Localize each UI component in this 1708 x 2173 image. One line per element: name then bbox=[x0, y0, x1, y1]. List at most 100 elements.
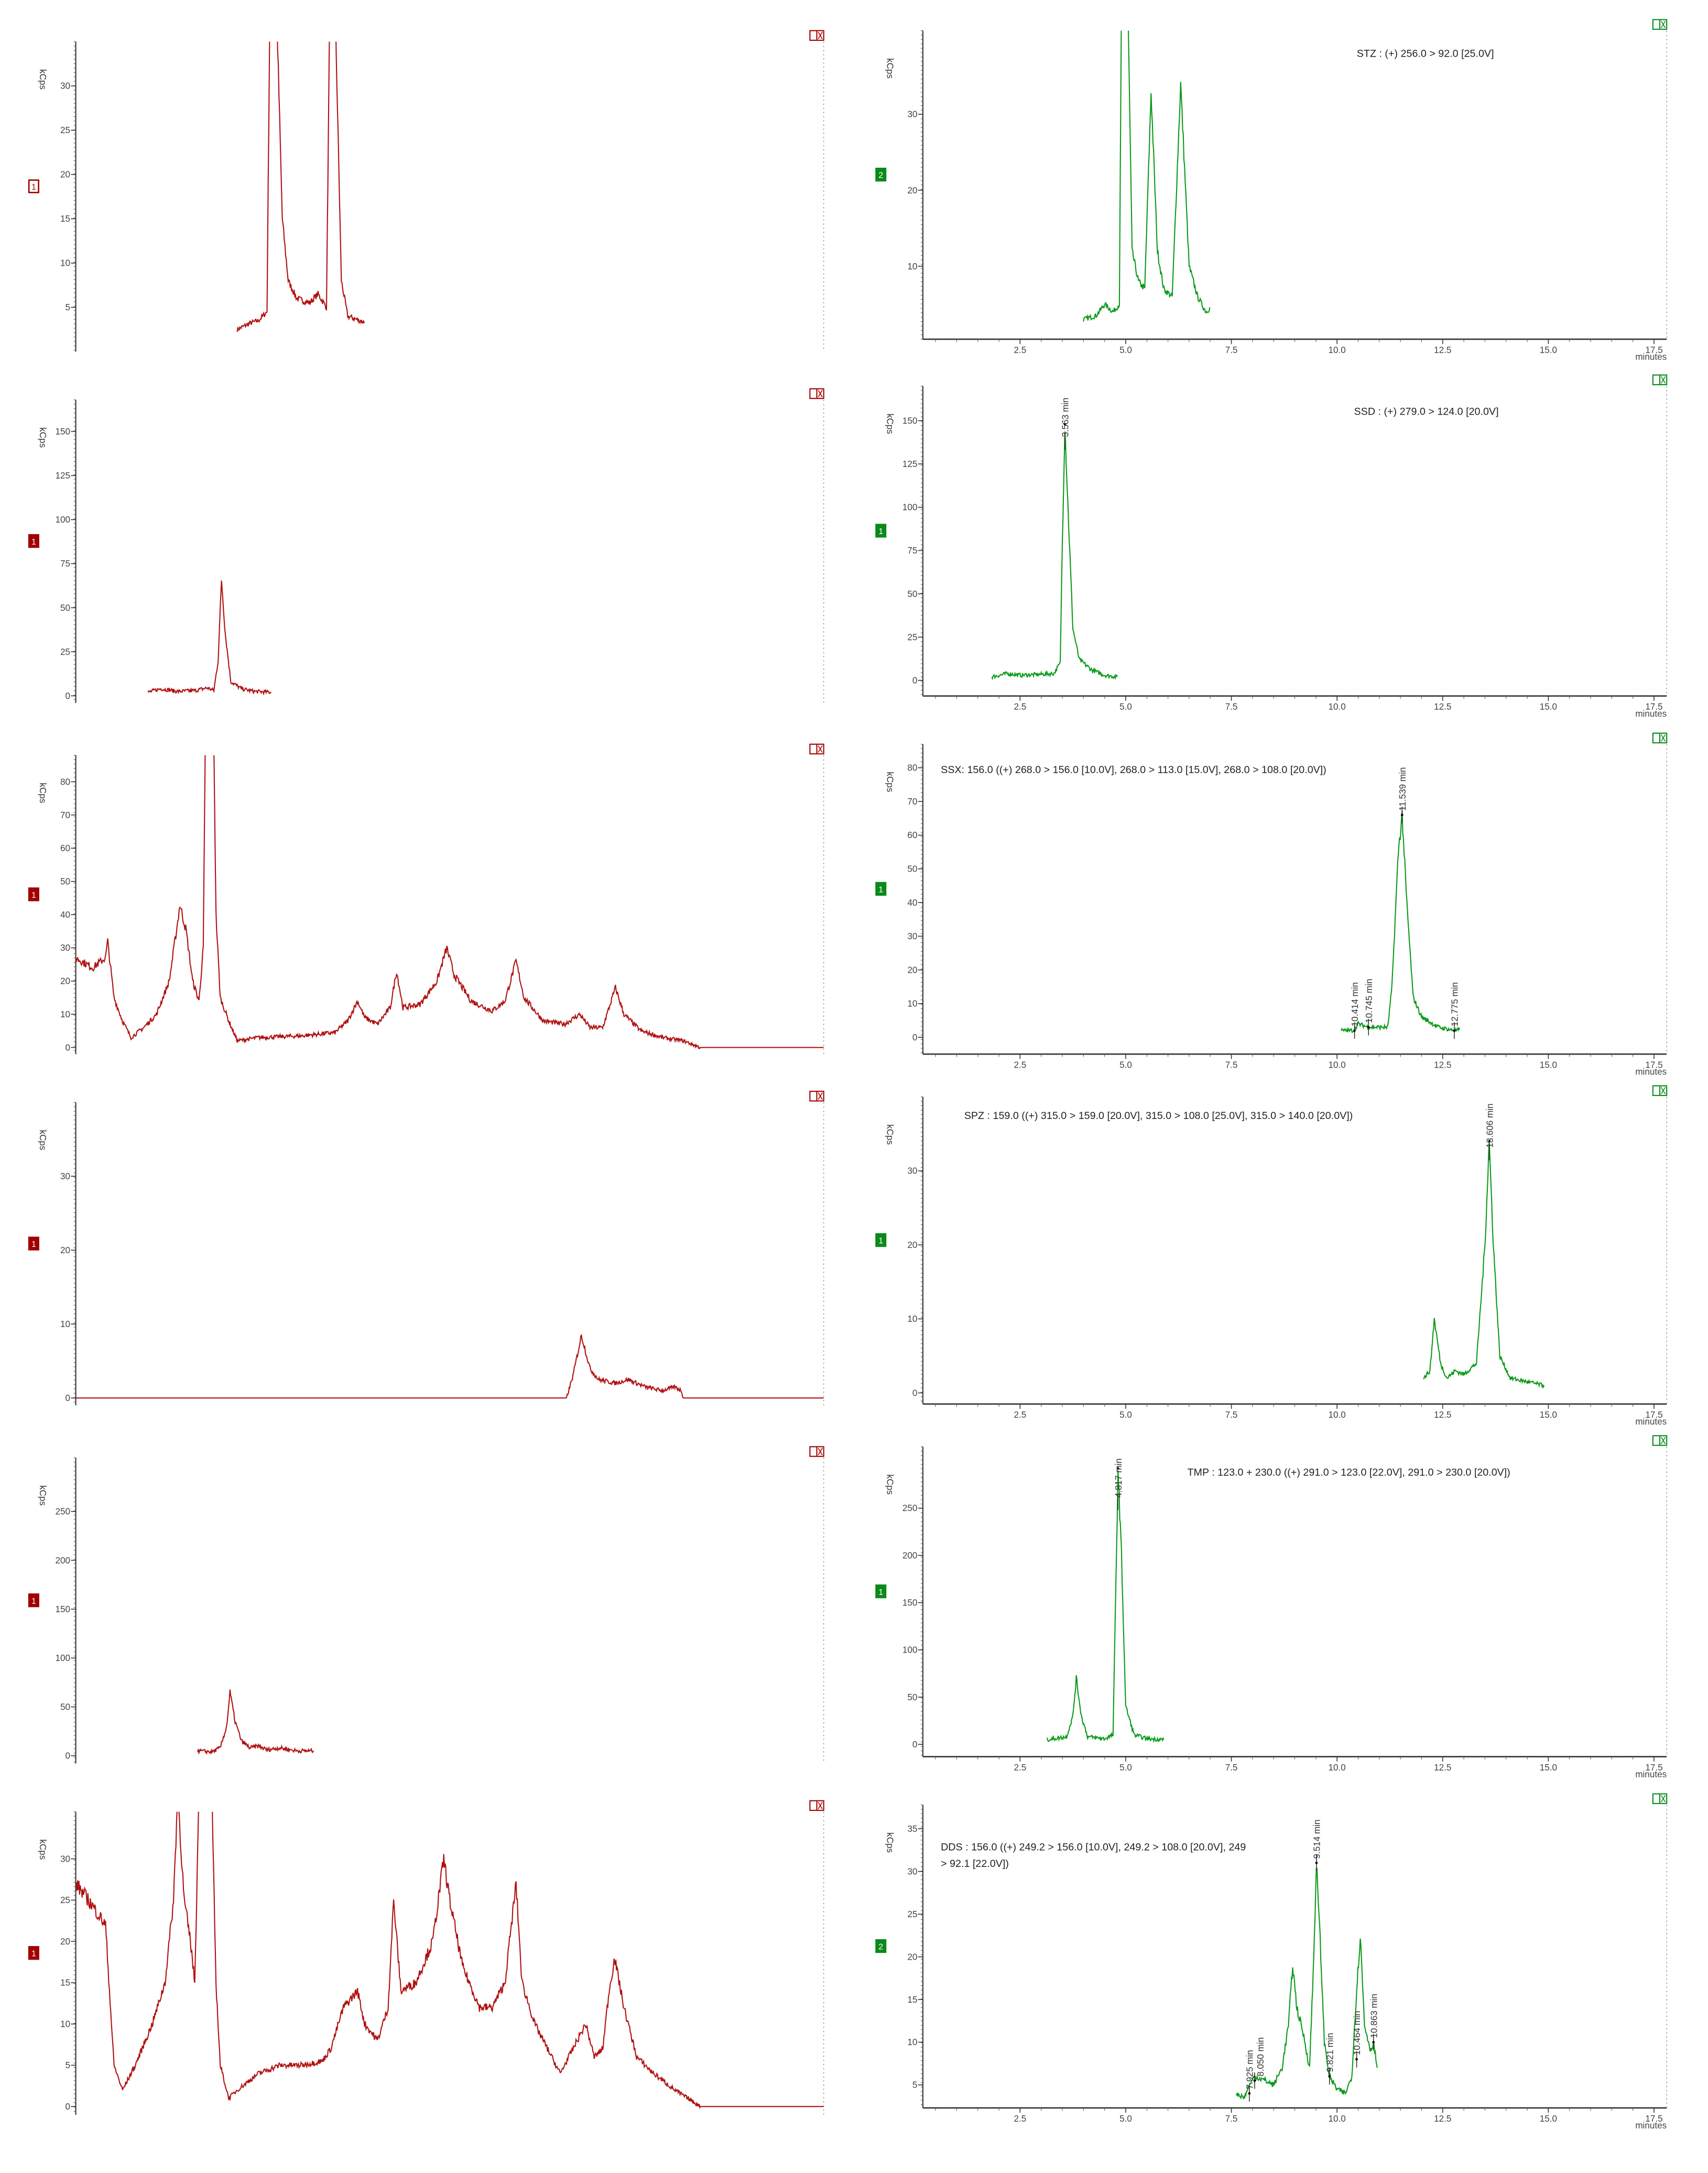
y-tick-label: 30 bbox=[907, 1866, 917, 1876]
window-restore-icon[interactable] bbox=[809, 1091, 824, 1102]
badge-label: 1 bbox=[31, 891, 36, 900]
badge-label: 2 bbox=[878, 171, 883, 180]
badge-label: 1 bbox=[31, 1950, 36, 1959]
x-tick-label: 7.5 bbox=[1225, 702, 1238, 712]
trace-number-badge[interactable] bbox=[875, 167, 887, 182]
panel-title: DDS : 156.0 ((+) 249.2 > 156.0 [10.0V], … bbox=[941, 1841, 1246, 1853]
x-tick-label: 10.0 bbox=[1329, 702, 1346, 712]
y-tick-label: 60 bbox=[60, 843, 70, 853]
y-tick-label: 125 bbox=[56, 471, 71, 481]
y-tick-label: 35 bbox=[907, 1824, 917, 1834]
y-tick-label: 75 bbox=[907, 546, 917, 556]
badge-label: 2 bbox=[878, 1943, 883, 1952]
y-tick-label: 0 bbox=[66, 2102, 71, 2112]
y-axis-label: kCps bbox=[38, 427, 48, 448]
x-tick-label: 5.0 bbox=[1119, 1763, 1132, 1773]
y-tick-label: 20 bbox=[907, 965, 917, 975]
trace-line bbox=[1046, 1470, 1165, 1743]
peak-marker-dot bbox=[1116, 1467, 1119, 1470]
peak-label: 9.821 min bbox=[1325, 2033, 1335, 2072]
y-tick-label: 20 bbox=[907, 1952, 917, 1962]
window-restore-icon[interactable] bbox=[809, 1800, 824, 1811]
y-tick-label: 0 bbox=[912, 1388, 918, 1398]
x-tick-label: 2.5 bbox=[1014, 2114, 1027, 2124]
x-tick-label: 5.0 bbox=[1119, 1410, 1132, 1420]
window-restore-icon[interactable] bbox=[1652, 1435, 1668, 1446]
y-axis-label: kCps bbox=[38, 1485, 48, 1506]
window-restore-icon[interactable] bbox=[809, 743, 824, 755]
peak-label: 10.863 min bbox=[1369, 1994, 1379, 2038]
x-tick-label: 12.5 bbox=[1434, 1763, 1451, 1773]
y-tick-label: 20 bbox=[907, 1240, 917, 1250]
x-axis-label: minutes bbox=[1635, 1417, 1667, 1427]
trace-number-badge[interactable] bbox=[875, 1584, 887, 1599]
trace-number-badge[interactable] bbox=[875, 524, 887, 538]
y-axis-label: kCps bbox=[885, 1474, 895, 1495]
trace-line bbox=[75, 1334, 824, 1399]
trace-number-badge[interactable] bbox=[28, 534, 39, 548]
y-tick-label: 25 bbox=[907, 1909, 917, 1919]
y-tick-label: 10 bbox=[907, 999, 917, 1009]
peak-label: 4.817 min bbox=[1114, 1459, 1124, 1498]
y-axis-label: kCps bbox=[885, 772, 895, 792]
x-tick-label: 17.5 bbox=[1645, 345, 1662, 355]
trace-line bbox=[991, 431, 1118, 680]
peak-marker-dot bbox=[1328, 2075, 1331, 2078]
y-tick-label: 0 bbox=[66, 691, 71, 701]
y-tick-label: 125 bbox=[902, 459, 918, 469]
y-tick-label: 150 bbox=[56, 427, 71, 437]
trace-number-badge[interactable] bbox=[28, 1946, 39, 1960]
peak-label: 8.050 min bbox=[1256, 2037, 1266, 2077]
x-tick-label: 15.0 bbox=[1540, 345, 1557, 355]
x-tick-label: 5.0 bbox=[1119, 1060, 1132, 1070]
panel-title: SSD : (+) 279.0 > 124.0 [20.0V] bbox=[1354, 406, 1499, 418]
y-tick-label: 60 bbox=[907, 830, 917, 840]
trace-number-badge[interactable] bbox=[28, 1593, 39, 1607]
y-axis-label: kCps bbox=[885, 414, 895, 434]
trace-number-badge[interactable] bbox=[875, 1233, 887, 1247]
window-restore-icon[interactable] bbox=[809, 388, 824, 399]
x-axis-label: minutes bbox=[1635, 352, 1667, 362]
x-tick-label: 15.0 bbox=[1540, 2114, 1557, 2124]
peak-label: 9.514 min bbox=[1312, 1819, 1322, 1859]
window-restore-icon[interactable] bbox=[809, 30, 824, 41]
trace-line bbox=[1341, 811, 1461, 1033]
y-tick-label: 50 bbox=[907, 864, 917, 874]
window-restore-icon[interactable] bbox=[1652, 1793, 1668, 1805]
y-tick-label: 100 bbox=[56, 1653, 71, 1663]
trace-number-badge[interactable] bbox=[28, 179, 39, 193]
y-tick-label: 70 bbox=[907, 797, 917, 807]
trace-number-badge[interactable] bbox=[875, 882, 887, 896]
trace-number-badge[interactable] bbox=[28, 1236, 39, 1251]
x-tick-label: 17.5 bbox=[1645, 1763, 1662, 1773]
x-tick-label: 12.5 bbox=[1434, 702, 1451, 712]
x-tick-label: 2.5 bbox=[1014, 345, 1027, 355]
panel-title: STZ : (+) 256.0 > 92.0 [25.0V] bbox=[1357, 48, 1494, 59]
peak-label: 11.539 min bbox=[1398, 767, 1408, 811]
panel-title: TMP : 123.0 + 230.0 ((+) 291.0 > 123.0 [… bbox=[1188, 1466, 1510, 1478]
peak-marker-dot bbox=[1367, 1026, 1370, 1029]
y-tick-label: 25 bbox=[907, 632, 917, 642]
window-restore-icon[interactable] bbox=[1652, 19, 1668, 30]
x-tick-label: 15.0 bbox=[1540, 1763, 1557, 1773]
window-restore-icon[interactable] bbox=[809, 1446, 824, 1457]
x-tick-label: 2.5 bbox=[1014, 1763, 1027, 1773]
y-tick-label: 25 bbox=[60, 647, 70, 657]
y-tick-label: 150 bbox=[56, 1604, 71, 1614]
y-tick-label: 50 bbox=[60, 876, 70, 886]
peak-marker-dot bbox=[1248, 2092, 1251, 2095]
window-restore-icon[interactable] bbox=[1652, 1085, 1668, 1096]
x-tick-label: 12.5 bbox=[1434, 1060, 1451, 1070]
chart-panel-left-3: 0 10 20 30 40 50 60 70 80 kCps 1 bbox=[28, 743, 824, 1055]
y-tick-label: 30 bbox=[907, 1166, 917, 1176]
window-restore-icon[interactable] bbox=[1652, 732, 1668, 744]
y-tick-label: 20 bbox=[60, 1937, 70, 1947]
trace-number-badge[interactable] bbox=[875, 1939, 887, 1953]
y-tick-label: 75 bbox=[60, 559, 70, 569]
trace-number-badge[interactable] bbox=[28, 887, 39, 901]
y-axis-label: kCps bbox=[885, 1124, 895, 1145]
y-axis-label: kCps bbox=[38, 69, 48, 90]
window-restore-icon[interactable] bbox=[1652, 374, 1668, 385]
y-tick-label: 25 bbox=[60, 1895, 70, 1905]
